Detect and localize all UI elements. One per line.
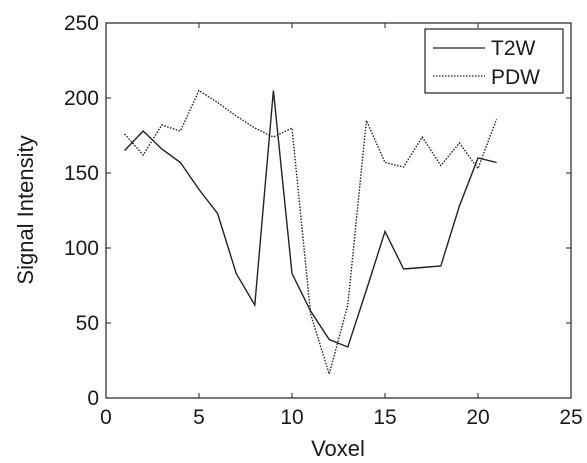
legend-box bbox=[424, 28, 564, 94]
x-tick-label: 5 bbox=[193, 406, 205, 429]
legend-label-t2w: T2W bbox=[491, 37, 536, 60]
x-tick-label: 25 bbox=[559, 406, 582, 429]
y-tick-label: 200 bbox=[64, 87, 99, 110]
x-tick-label: 10 bbox=[280, 406, 303, 429]
x-tick-label: 15 bbox=[373, 406, 396, 429]
x-axis-label: Voxel bbox=[311, 436, 365, 461]
y-tick-label: 150 bbox=[64, 162, 99, 185]
series-layer bbox=[124, 89, 498, 377]
y-axis-label: Signal Intensity bbox=[13, 135, 38, 284]
y-tick-label: 0 bbox=[87, 387, 99, 410]
series-line-t2w bbox=[124, 90, 497, 348]
x-tick-label: 0 bbox=[100, 406, 112, 429]
y-tick-label: 250 bbox=[64, 12, 99, 35]
y-tick-label: 50 bbox=[76, 312, 99, 335]
y-tick-label: 100 bbox=[64, 237, 99, 260]
legend: T2W PDW bbox=[424, 28, 564, 94]
x-tick-label: 20 bbox=[466, 406, 489, 429]
legend-label-pdw: PDW bbox=[491, 66, 540, 89]
